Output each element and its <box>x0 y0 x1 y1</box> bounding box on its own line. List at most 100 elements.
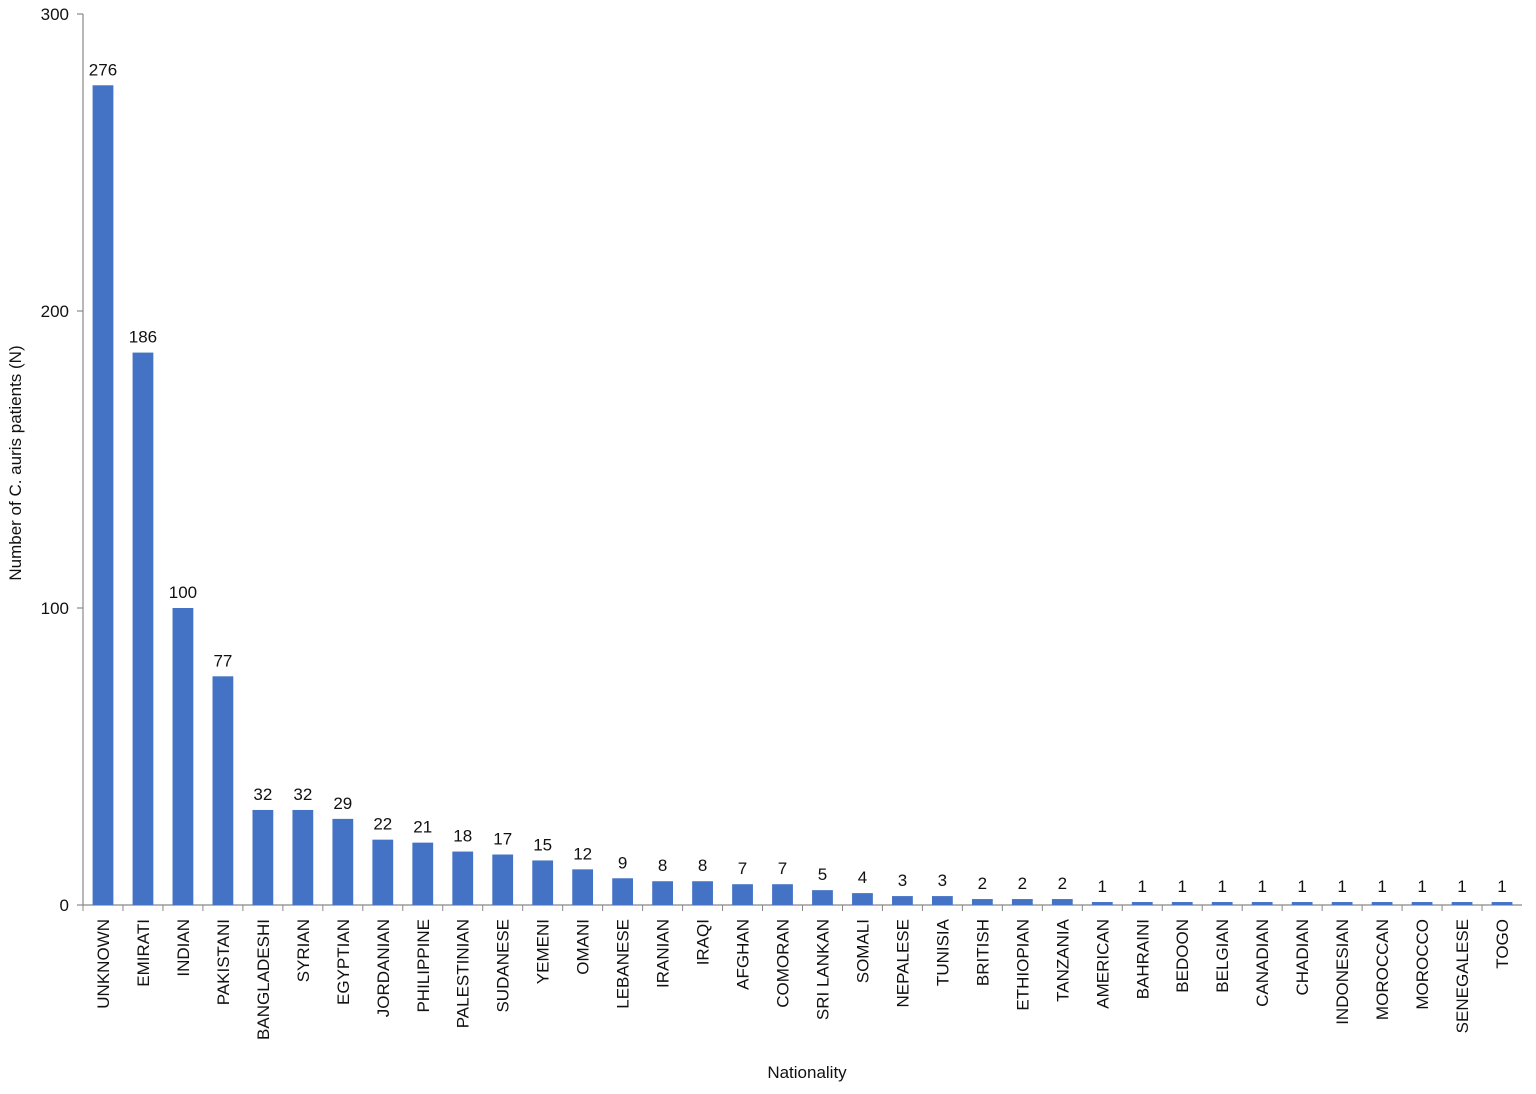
bar-sudanese <box>492 854 514 905</box>
x-tick-label: INDIAN <box>174 919 193 977</box>
x-tick-label: SYRIAN <box>294 919 313 982</box>
data-label: 5 <box>818 865 827 884</box>
bar-comoran <box>772 884 793 905</box>
x-tick-label: JORDANIAN <box>374 919 393 1017</box>
x-tick-label: OMANI <box>574 919 593 975</box>
y-tick-label: 100 <box>41 599 69 618</box>
y-axis: 0 100 200 300 <box>41 5 84 915</box>
bar-moroccan <box>1371 902 1393 905</box>
bar-yemeni <box>532 860 554 905</box>
data-label: 18 <box>453 827 472 846</box>
bar-omani <box>572 869 594 905</box>
y-tick-label: 300 <box>41 5 69 24</box>
bar-syrian <box>292 809 314 905</box>
x-tick-label: IRAQI <box>694 919 713 965</box>
data-label: 1 <box>1297 877 1306 896</box>
x-tick-label: TANZANIA <box>1053 918 1072 1001</box>
x-axis-title: Nationality <box>767 1063 847 1082</box>
data-label: 2 <box>978 874 987 893</box>
x-tick-label: UNKNOWN <box>94 919 113 1009</box>
x-tick-labels-group: UNKNOWN EMIRATI INDIAN PAKISTANI BANGLADESHI… <box>94 918 1512 1040</box>
x-tick-label: TOGO <box>1493 919 1512 969</box>
y-axis-title: Number of C. auris patients (N) <box>6 345 25 580</box>
x-tick-label: AMERICAN <box>1093 919 1112 1009</box>
data-label: 1 <box>1138 877 1147 896</box>
x-tick-label: NEPALESE <box>893 919 912 1008</box>
bar-nepalese <box>892 896 913 905</box>
data-label: 1 <box>1098 877 1107 896</box>
bar-unknown <box>92 85 114 905</box>
x-tick-label: IRANIAN <box>654 919 673 988</box>
bar-belgian <box>1211 902 1233 905</box>
data-label: 1 <box>1457 877 1466 896</box>
x-tick-label: EGYPTIAN <box>334 919 353 1005</box>
x-tick-label: AFGHAN <box>734 919 753 990</box>
bar-egyptian <box>332 818 354 905</box>
data-label: 1 <box>1417 877 1426 896</box>
bar-emirati <box>132 352 154 906</box>
data-label: 15 <box>533 835 552 854</box>
bar-pakistani <box>212 676 234 905</box>
y-tick-label: 0 <box>60 896 69 915</box>
bar-palestinian <box>452 851 474 905</box>
data-label: 77 <box>213 651 232 670</box>
bar-somali <box>852 893 873 905</box>
data-label: 8 <box>698 856 707 875</box>
x-tick-label: LEBANESE <box>614 919 633 1009</box>
data-label: 8 <box>658 856 667 875</box>
data-label: 1 <box>1178 877 1187 896</box>
data-label: 4 <box>858 868 867 887</box>
x-tick-label: PAKISTANI <box>214 919 233 1005</box>
data-label: 17 <box>493 830 512 849</box>
x-tick-label: BELGIAN <box>1213 919 1232 993</box>
data-label: 29 <box>333 794 352 813</box>
data-label: 32 <box>293 785 312 804</box>
bar-togo <box>1491 902 1513 905</box>
data-label: 7 <box>778 859 787 878</box>
x-tick-label: BRITISH <box>973 919 992 986</box>
data-label: 3 <box>898 871 907 890</box>
x-tick-label: MOROCCAN <box>1373 919 1392 1020</box>
x-tick-label: PALESTINIAN <box>454 919 473 1028</box>
bar-british <box>971 899 993 905</box>
data-label: 1 <box>1257 877 1266 896</box>
x-tick-label: YEMENI <box>534 919 553 984</box>
bar-morocco <box>1411 902 1433 905</box>
data-label: 21 <box>413 818 432 837</box>
data-label: 7 <box>738 859 747 878</box>
bar-tanzania <box>1051 899 1073 905</box>
data-label: 1 <box>1337 877 1346 896</box>
bar-ethiopian <box>1011 899 1033 905</box>
bar-jordanian <box>372 839 394 905</box>
x-tick-label: SOMALI <box>853 919 872 983</box>
bar-bangladeshi <box>252 809 274 905</box>
bar-bedoon <box>1171 902 1193 905</box>
bar-american <box>1091 902 1113 905</box>
x-tick-label: TUNISIA <box>933 918 952 986</box>
bar-philippine <box>412 842 434 905</box>
bar-canadian <box>1251 902 1273 905</box>
bar-senegalese <box>1451 902 1473 905</box>
bars-group <box>92 85 1513 906</box>
data-label: 1 <box>1497 877 1506 896</box>
data-label: 9 <box>618 853 627 872</box>
bar-afghan <box>732 884 753 905</box>
x-tick-label: BEDOON <box>1173 919 1192 993</box>
x-tick-label: BANGLADESHI <box>254 919 273 1040</box>
y-tick-label: 200 <box>41 302 69 321</box>
x-tick-label: SUDANESE <box>494 919 513 1013</box>
bar-indonesian <box>1331 902 1353 905</box>
data-label: 2 <box>1058 874 1067 893</box>
x-tick-label: BAHRAINI <box>1133 919 1152 999</box>
bar-indian <box>172 608 194 905</box>
data-label: 1 <box>1217 877 1226 896</box>
x-axis <box>82 904 1522 911</box>
x-tick-label: CHADIAN <box>1293 919 1312 996</box>
x-tick-label: SRI LANKAN <box>813 919 832 1020</box>
bar-iranian <box>652 881 673 905</box>
bar-chadian <box>1291 902 1313 905</box>
x-tick-label: SENEGALESE <box>1453 919 1472 1033</box>
